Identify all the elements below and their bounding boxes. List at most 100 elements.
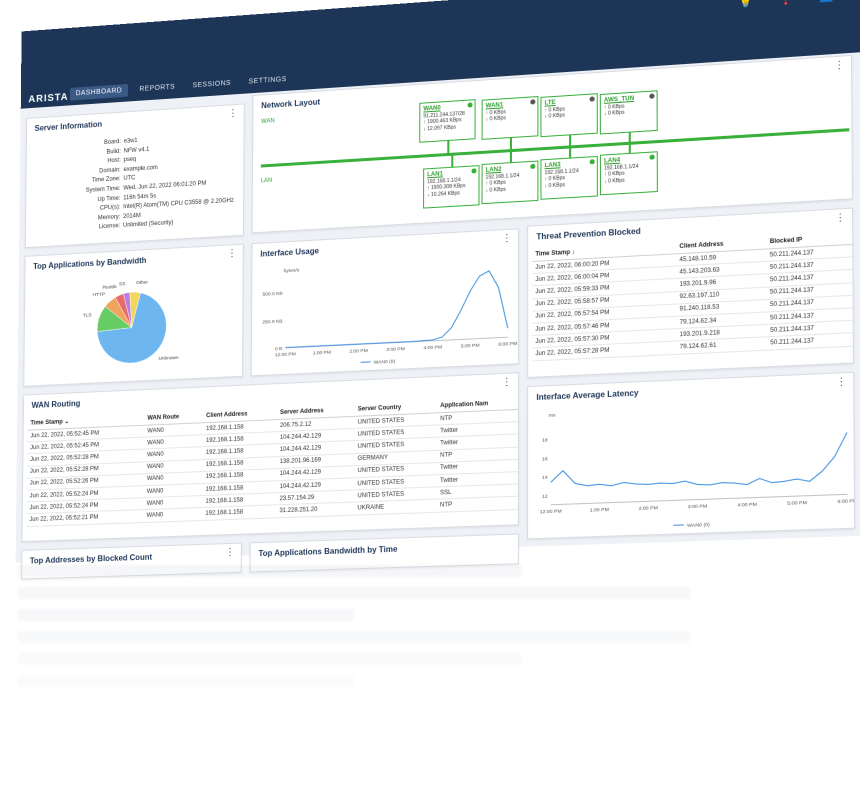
threat-table: Time Stamp ↓ Client Address Blocked IP Jun… xyxy=(532,231,854,361)
latency-card: Interface Average Latency ⋮ 12 14 16 18 12:0… xyxy=(527,372,855,540)
node-connector xyxy=(629,145,631,153)
wan-node-lte[interactable]: LTE ↑ 0 KBps ↓ 0 KBps xyxy=(540,93,597,137)
top-icons: 💡 ❓ 👤⌄ xyxy=(737,0,843,10)
wan-node-aws_tun[interactable]: AWS_TUN ↑ 0 KBps ↓ 0 KBps xyxy=(600,90,658,134)
x-tick-label: 5:00 PM xyxy=(461,343,480,350)
threat-prevention-card: Threat Prevention Blocked ⋮ Time Stamp ↓… xyxy=(527,208,854,378)
pie-label: Other xyxy=(136,280,148,287)
interface-usage-card: Interface Usage ⋮ 0 B 250.0 KB 500.0 KB 12:… xyxy=(251,228,519,376)
reflection-strip xyxy=(18,609,354,621)
lan-node-lan2[interactable]: LAN2 192.168.1.1/24 ↑ 0 KBps ↓ 0 KBps xyxy=(482,161,539,205)
table-cell: 31.228.251.20 xyxy=(276,502,354,517)
lan-node-lan4[interactable]: LAN4 192.168.1.1/24 ↑ 0 KBps ↓ 0 KBps xyxy=(600,151,658,195)
pie-label: TLS xyxy=(83,312,93,318)
series-line-wan0[interactable] xyxy=(551,432,848,491)
legend-label[interactable]: WAN0 (0) xyxy=(374,359,396,366)
reflection-strip xyxy=(18,653,522,665)
wan-routing-card: WAN Routing ⋮ Time Stamp ⌄ WAN Route Clien… xyxy=(22,372,519,542)
interface-usage-chart: 0 B 250.0 KB 500.0 KB 12:00 PM 1:00 PM 2:00 P… xyxy=(252,249,519,375)
wan-routing-table: Time Stamp ⌄ WAN Route Client Address Serve… xyxy=(26,396,519,527)
top-apps-pie-chart: Unknown TLS HTTPRedditSS Other xyxy=(24,264,244,385)
y-axis-unit: bytes/s xyxy=(284,267,300,274)
reflection-strip xyxy=(18,587,690,599)
chevron-down-icon[interactable]: ⌄ xyxy=(835,0,843,1)
node-connector xyxy=(510,138,512,149)
node-connector xyxy=(447,141,449,153)
wan-node-wan0[interactable]: WAN0 91.211.244.137/28 ↑ 1900.463 KBps ↓ 12… xyxy=(419,99,475,143)
pie-label: SS xyxy=(119,281,126,287)
top-apps-title: Top Applications by Bandwidth xyxy=(33,256,146,271)
y-tick-label: 500.0 KB xyxy=(263,291,283,298)
status-dot xyxy=(649,93,654,98)
x-tick-label: 12:00 PM xyxy=(275,351,296,358)
kebab-menu-icon[interactable]: ⋮ xyxy=(228,109,238,119)
threat-prevention-title: Threat Prevention Blocked xyxy=(536,227,640,242)
y-tick-label: 250.0 KB xyxy=(262,318,282,325)
reflection-strip xyxy=(18,675,354,687)
y-tick-label: 18 xyxy=(542,437,548,443)
wan-node-wan1[interactable]: WAN1 ↑ 0 KBps ↓ 0 KBps xyxy=(482,96,539,140)
y-tick-label: 14 xyxy=(542,475,548,481)
legend-label[interactable]: WAN0 (0) xyxy=(687,522,710,529)
table-cell: WAN0 xyxy=(144,508,203,522)
dashboard-window: ARISTA DASHBOARD REPORTS SESSIONS SETTIN… xyxy=(16,0,860,563)
table-cell: 192.168.1.158 xyxy=(202,505,276,520)
kebab-menu-icon[interactable]: ⋮ xyxy=(834,61,845,72)
interface-usage-title: Interface Usage xyxy=(260,246,319,258)
status-dot xyxy=(590,96,595,101)
reflection-effect xyxy=(8,555,848,785)
lan-node-lan1[interactable]: LAN1 192.168.1.1/24 ↑ 1900.308 KBps ↓ 10.26… xyxy=(423,165,479,208)
wan-label: WAN xyxy=(261,118,275,125)
node-connector xyxy=(569,148,571,157)
y-tick-label: 0 B xyxy=(275,346,282,352)
y-tick-label: 12 xyxy=(542,493,548,499)
tab-sessions[interactable]: SESSIONS xyxy=(187,76,237,92)
status-dot xyxy=(468,102,473,107)
pie-label: HTTP xyxy=(93,292,106,299)
y-tick-label: 16 xyxy=(542,456,548,462)
node-connector xyxy=(510,152,512,162)
top-apps-card: Top Applications by Bandwidth ⋮ Unknown T… xyxy=(23,244,243,387)
kebab-menu-icon[interactable]: ⋮ xyxy=(836,377,847,388)
dashboard-content: Server Information ⋮ Board: e3w1 Build: NFW… xyxy=(16,52,860,563)
server-info-title: Server Information xyxy=(35,120,103,133)
x-tick-label: 6:00 PM xyxy=(837,498,855,505)
status-dot xyxy=(590,159,595,164)
wan-routing-title: WAN Routing xyxy=(32,399,81,410)
tab-settings[interactable]: SETTINGS xyxy=(243,73,293,89)
server-info-card: Server Information ⋮ Board: e3w1 Build: NFW… xyxy=(25,103,245,248)
kebab-menu-icon[interactable]: ⋮ xyxy=(227,249,237,259)
x-tick-label: 3:00 PM xyxy=(386,346,405,353)
node-connector xyxy=(629,133,631,142)
x-tick-label: 1:00 PM xyxy=(590,507,609,514)
x-tick-label: 5:00 PM xyxy=(787,500,807,507)
account-icon[interactable]: 👤⌄ xyxy=(818,0,843,4)
latency-chart: 12 14 16 18 12:00 PM 1:00 PM 2:00 PM 3:00 PM 4:0… xyxy=(528,394,855,539)
help-icon[interactable]: ❓ xyxy=(777,0,794,7)
node-connector xyxy=(451,156,453,167)
brand-logo: ARISTA xyxy=(28,92,68,105)
table-cell: NTP xyxy=(437,496,519,511)
kebab-menu-icon[interactable]: ⋮ xyxy=(835,213,846,224)
lightbulb-icon[interactable]: 💡 xyxy=(737,0,754,10)
x-tick-label: 4:00 PM xyxy=(737,502,757,509)
x-tick-label: 2:00 PM xyxy=(639,505,658,512)
latency-title: Interface Average Latency xyxy=(536,388,638,402)
kebab-menu-icon[interactable]: ⋮ xyxy=(502,234,512,245)
series-line-wan0[interactable] xyxy=(285,270,508,348)
status-dot xyxy=(530,164,535,169)
x-tick-label: 4:00 PM xyxy=(423,344,442,351)
lan-label: LAN xyxy=(261,178,272,185)
y-axis-unit: ms xyxy=(549,413,556,419)
pie-label: Unknown xyxy=(158,355,178,362)
status-dot xyxy=(471,168,476,173)
tab-reports[interactable]: REPORTS xyxy=(134,80,181,96)
kebab-menu-icon[interactable]: ⋮ xyxy=(502,378,512,389)
node-connector xyxy=(569,135,571,145)
tab-dashboard[interactable]: DASHBOARD xyxy=(70,84,128,101)
pie-label: Reddit xyxy=(103,284,117,291)
server-info-rows: Board: e3w1 Build: NFW v4.1 Host: pseq Domain:… xyxy=(32,130,240,237)
status-dot xyxy=(649,154,654,159)
lan-node-lan3[interactable]: LAN3 192.168.1.1/24 ↑ 0 KBps ↓ 0 KBps xyxy=(540,156,597,200)
